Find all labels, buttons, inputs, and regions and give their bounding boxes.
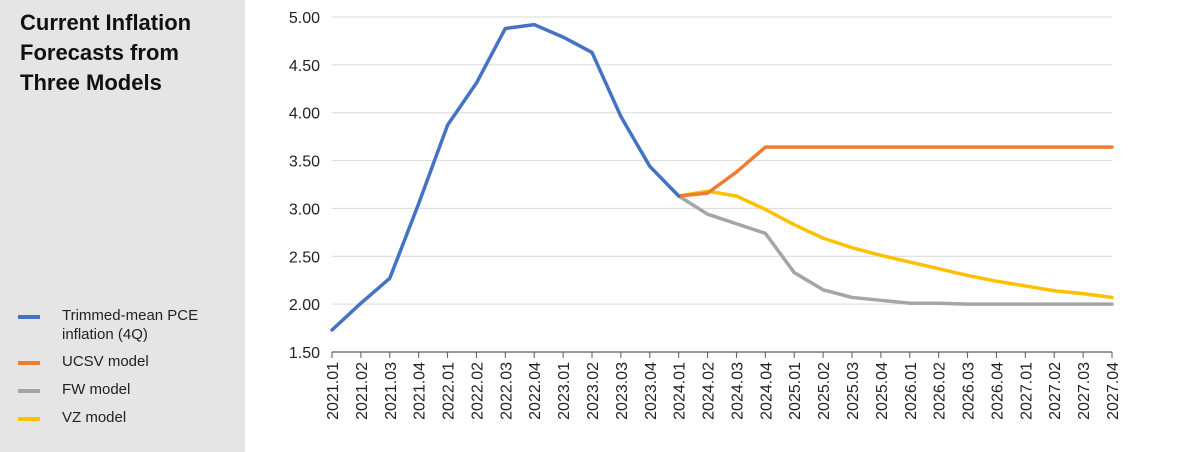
legend-label-trimmed-mean: Trimmed-mean PCE inflation (4Q)	[62, 307, 199, 343]
legend-swatch-ucsv	[18, 361, 40, 365]
x-tick-label: 2021.03	[383, 362, 400, 420]
x-tick-label: 2025.04	[874, 362, 891, 420]
chart-title: Current Inflation Forecasts from Three M…	[20, 10, 192, 95]
y-tick-label: 3.50	[289, 154, 320, 171]
x-tick-label: 2022.03	[498, 362, 515, 420]
x-tick-label: 2023.03	[614, 362, 631, 420]
series-fw-line	[676, 194, 1114, 306]
x-tick-label: 2027.04	[1105, 362, 1122, 420]
series-ucsv-line	[676, 145, 1114, 198]
x-tick-label: 2026.02	[932, 362, 949, 420]
x-tick-label: 2026.03	[961, 362, 978, 420]
legend-label-ucsv: UCSV model	[62, 353, 149, 370]
legend-item-vz: VZ model	[18, 408, 243, 436]
y-tick-label: 2.50	[289, 249, 320, 266]
y-tick-label: 5.00	[289, 10, 320, 27]
legend-swatch-fw	[18, 389, 40, 393]
x-tick-label: 2023.04	[643, 362, 660, 420]
x-tick-label: 2022.01	[441, 362, 458, 420]
line-chart: 5.00 4.50 4.00 3.50 3.00 2.50 2.00 1.50 2021.01 2…	[289, 10, 1122, 420]
legend-item-ucsv: UCSV model	[18, 352, 243, 380]
y-tick-label: 4.00	[289, 106, 320, 123]
sidebar: Current Inflation Forecasts from Three M…	[0, 0, 245, 452]
x-tick-label: 2023.01	[556, 362, 573, 420]
legend-item-fw: FW model	[18, 380, 243, 408]
x-tick-label: 2024.02	[701, 362, 718, 420]
x-tick-label: 2021.04	[412, 362, 429, 420]
legend-item-trimmed-mean: Trimmed-mean PCE inflation (4Q)	[18, 306, 243, 352]
series-vz-line	[676, 189, 1114, 300]
y-tick-label: 1.50	[289, 345, 320, 362]
series-trimmed-mean-line	[330, 22, 681, 332]
legend-swatch-trimmed-mean	[18, 315, 40, 319]
x-tick-label: 2026.01	[903, 362, 920, 420]
legend-swatch-vz	[18, 417, 40, 421]
x-tick-label: 2027.01	[1018, 362, 1035, 420]
x-tick-label: 2024.03	[729, 362, 746, 420]
legend: Trimmed-mean PCE inflation (4Q) UCSV mod…	[18, 306, 243, 436]
y-tick-label: 4.50	[289, 58, 320, 75]
x-tick-label: 2021.02	[354, 362, 371, 420]
x-tick-label: 2026.04	[989, 362, 1006, 420]
x-tick-label: 2025.02	[816, 362, 833, 420]
legend-label-vz: VZ model	[62, 409, 127, 426]
x-tick-label: 2025.03	[845, 362, 862, 420]
x-tick-label: 2024.01	[672, 362, 689, 420]
legend-label-fw: FW model	[62, 381, 131, 398]
x-tick-label: 2024.04	[758, 362, 775, 420]
x-tick-label: 2022.04	[527, 362, 544, 420]
y-tick-label: 2.00	[289, 297, 320, 314]
x-tick-label: 2023.02	[585, 362, 602, 420]
y-tick-label: 3.00	[289, 201, 320, 218]
x-tick-label: 2021.01	[325, 362, 342, 420]
x-tick-label: 2027.03	[1076, 362, 1093, 420]
x-tick-label: 2027.02	[1047, 362, 1064, 420]
x-tick-label: 2025.01	[787, 362, 804, 420]
x-tick-label: 2022.02	[469, 362, 486, 420]
